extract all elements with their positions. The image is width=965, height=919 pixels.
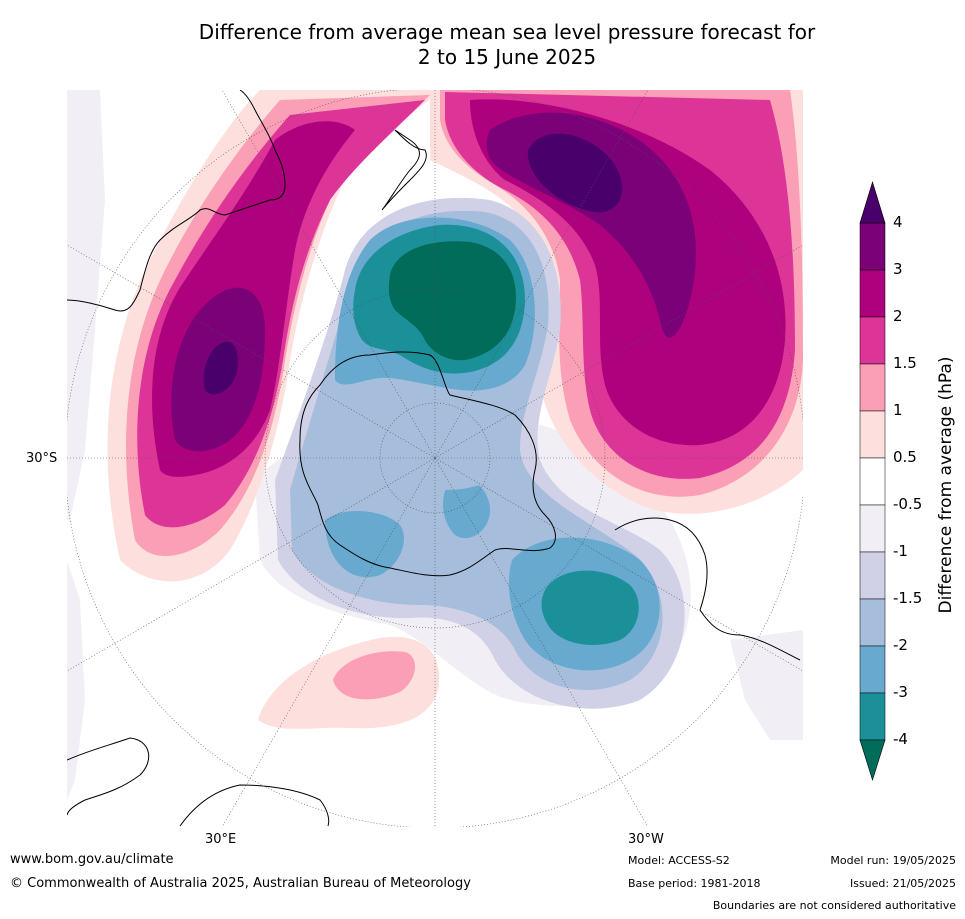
title-line-2: 2 to 15 June 2025 — [417, 45, 597, 69]
colorbar-tick-label: 1.5 — [893, 354, 917, 372]
colorbar-bin — [859, 551, 886, 600]
australia-coastline — [67, 90, 286, 312]
colorbar-bin — [859, 410, 886, 459]
pressure-anomaly-map — [67, 90, 803, 827]
meridian-5 — [67, 457, 436, 672]
colorbar-bin — [859, 316, 886, 365]
colorbar-bin — [859, 645, 886, 694]
colorbar-bin — [859, 598, 886, 647]
antarctica-coastline — [299, 351, 556, 577]
footer-disclaimer: Boundaries are not considered authoritat… — [712, 899, 956, 912]
footer-website: www.bom.gov.au/climate — [10, 852, 174, 867]
anomaly-region-pos-south — [258, 636, 440, 729]
colorbar-title: Difference from average (hPa) — [936, 356, 956, 614]
meridian-3 — [67, 244, 436, 459]
south-america-coastline — [614, 517, 801, 661]
meridian-4 — [434, 457, 803, 672]
madagascar-coastline — [179, 784, 330, 827]
colorbar-bin — [859, 504, 886, 553]
colorbar-tick-label: -1 — [893, 542, 908, 560]
colorbar-over-arrow — [859, 180, 886, 224]
colorbar-bin — [859, 269, 886, 318]
lat-label-30s: 30°S — [26, 451, 58, 466]
footer-model-run: Model run: 19/05/2025 — [830, 854, 956, 867]
colorbar-tick-label: -1.5 — [893, 589, 923, 607]
meridian-8 — [221, 457, 436, 827]
footer-issued: Issued: 21/05/2025 — [849, 877, 956, 890]
lon-label-30e: 30°E — [205, 832, 237, 847]
colorbar-bin — [859, 692, 886, 741]
colorbar-tick-label: -2 — [893, 636, 908, 654]
colorbar-bin — [859, 363, 886, 412]
colorbar-tick-label: 4 — [893, 213, 903, 231]
meridian-2 — [434, 457, 649, 827]
footer-copyright: © Commonwealth of Australia 2025, Austra… — [10, 876, 471, 891]
colorbar — [859, 180, 886, 782]
colorbar-tick-label: -4 — [893, 730, 908, 748]
colorbar-tick-label: 0.5 — [893, 448, 917, 466]
meridian-7 — [434, 90, 649, 459]
coastlines — [67, 90, 801, 827]
anomaly-region-pos-east — [430, 90, 803, 514]
colorbar-tick-label: 2 — [893, 307, 903, 325]
new-zealand-coastline — [381, 129, 427, 211]
footer-model: Model: ACCESS-S2 — [628, 854, 730, 867]
africa-coastline — [67, 737, 150, 816]
colorbar-bin — [859, 457, 886, 506]
meridian-6 — [434, 244, 803, 459]
meridian-1 — [221, 90, 436, 459]
lon-label-30w: 30°W — [628, 832, 664, 847]
colorbar-tick-label: 3 — [893, 260, 903, 278]
colorbar-bin — [859, 222, 886, 271]
anomaly-region-pos-west — [107, 90, 440, 582]
map-title: Difference from average mean sea level p… — [0, 20, 965, 70]
colorbar-tick-label: -3 — [893, 683, 908, 701]
title-line-1: Difference from average mean sea level p… — [198, 20, 816, 44]
colorbar-tick-label: 1 — [893, 401, 903, 419]
colorbar-under-arrow — [859, 739, 886, 782]
footer-base-period: Base period: 1981-2018 — [628, 877, 761, 890]
colorbar-tick-label: -0.5 — [893, 495, 923, 513]
anomaly-region-neg-antarctic — [275, 197, 685, 709]
graticule — [67, 90, 803, 827]
